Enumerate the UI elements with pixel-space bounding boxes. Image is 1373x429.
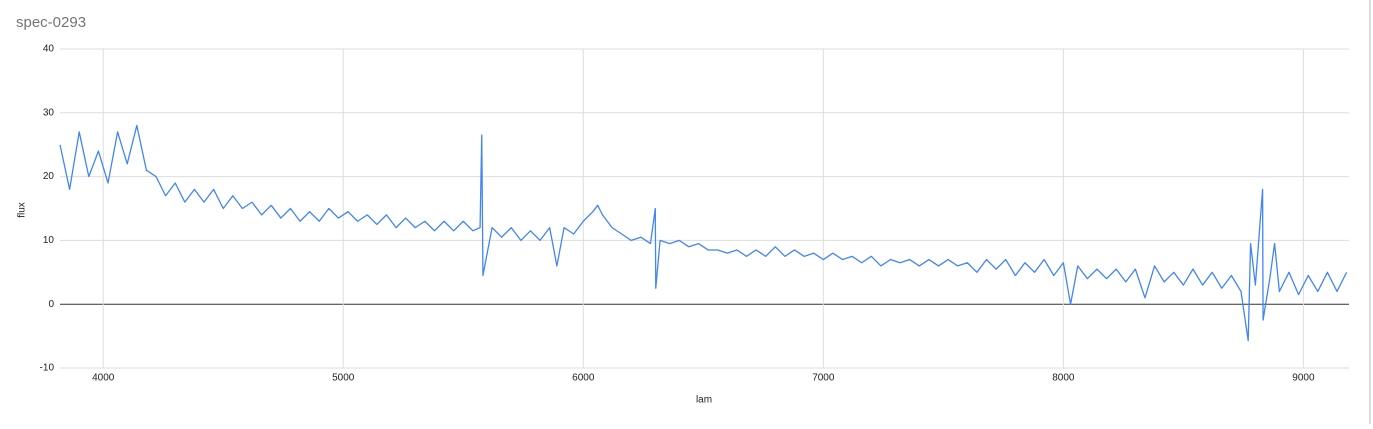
y-tick-label: 40 [43, 44, 55, 55]
y-axis-title: flux [17, 202, 28, 218]
x-tick-label: 9000 [1292, 373, 1315, 384]
x-axis-title: lam [696, 395, 712, 406]
y-tick-label: 20 [43, 171, 55, 182]
x-tick-label: 6000 [572, 373, 595, 384]
y-tick-label: -10 [40, 363, 55, 374]
x-tick-label: 4000 [92, 373, 115, 384]
chart-title: spec-0293 [16, 14, 86, 31]
y-tick-label: 10 [43, 235, 55, 246]
x-tick-label: 8000 [1052, 373, 1075, 384]
y-tick-label: 0 [48, 299, 54, 310]
data-line [59, 124, 1348, 342]
y-tick-label: 30 [43, 107, 55, 118]
x-tick-label: 7000 [812, 373, 835, 384]
x-tick-label: 5000 [332, 373, 355, 384]
